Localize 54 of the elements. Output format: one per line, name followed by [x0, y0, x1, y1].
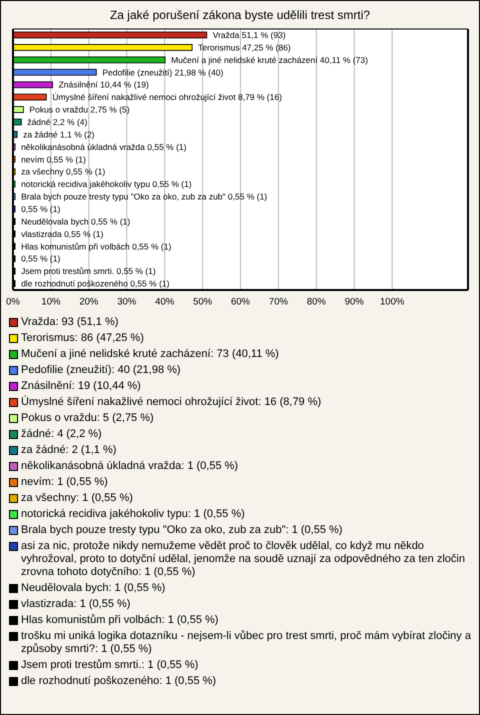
- text: Vražda: 93 (51,1 %): [21, 316, 118, 329]
- x-tick-label: 100%: [380, 296, 405, 308]
- text: nevím: 1 (0,55 %): [21, 476, 108, 489]
- text: Brala bych pouze tresty typu "Oko za oko, zub za zub": 1 (0,55 %): [21, 524, 342, 537]
- data-label: Jsem proti trestům smrti. 0,55 % (1): [21, 266, 156, 276]
- x-tick-label: 40%: [155, 296, 175, 308]
- text: Hlas komunistům při volbách: 1 (0,55 %): [21, 614, 218, 627]
- x-tick-label: 50%: [193, 296, 213, 308]
- x-tick-label: 90%: [344, 296, 364, 308]
- x-tick-label: 10%: [41, 296, 61, 308]
- data-label: za žádné 1,1 % (2): [23, 129, 95, 140]
- data-label: Pokus o vraždu 2,75 % (5): [29, 104, 130, 115]
- text: žádné: 4 (2,2 %): [21, 428, 102, 441]
- data-label: 0,55 % (1): [21, 254, 60, 264]
- data-label: Brala bych pouze tresty typu "Oko za oko, zub za zub" 0,55 % (1): [21, 192, 268, 202]
- text: dle rozhodnutí poškozeného: 1 (0,55 %): [21, 675, 216, 688]
- data-label: Neudělovala bych 0,55 % (1): [21, 216, 130, 226]
- data-label: Úmyslné šíření nakažlivé nemoci ohrožující život 8,79 % (16): [52, 92, 282, 102]
- text: Pedofilie (zneužití): 40 (21,98 %): [21, 364, 181, 377]
- x-tick-label: 0%: [6, 296, 20, 308]
- text: Znásilnění: 19 (10,44 %): [21, 380, 141, 393]
- data-label: vlastizrada 0,55 % (1): [21, 228, 104, 239]
- x-tick-label: 60%: [230, 296, 251, 308]
- x-tick-label: 80%: [306, 296, 326, 308]
- text: Neudělovala bych: 1 (0,55 %): [21, 582, 166, 595]
- text: notorická recidiva jakéhokoliv typu: 1 (0,55 %): [21, 508, 245, 521]
- data-label: Vražda 51,1 % (93): [212, 30, 286, 40]
- data-label: za všechny 0,55 % (1): [21, 166, 106, 177]
- text: Terorismus: 86 (47,25 %): [21, 332, 144, 345]
- data-label: notorická recidiva jakéhokoliv typu 0,55 % (1): [21, 179, 192, 190]
- text: trošku mi uniká logika dotazníku - nejsem-li vůbec pro trest smrti, proč mám vybírat zločiny a způsoby smrti?: 1 (0,55 %): [21, 630, 471, 656]
- text: několikanásobná úkladná vražda: 1 (0,55 %): [21, 460, 238, 473]
- text: Jsem proti trestům smrti.: 1 (0,55 %): [21, 659, 198, 672]
- x-tick-label: 20%: [79, 296, 99, 308]
- text: vlastizrada: 1 (0,55 %): [21, 598, 130, 611]
- data-label: Hlas komunistům při volbách 0,55 % (1): [21, 241, 172, 252]
- text: Úmyslné šíření nakažlivé nemoci ohrožující život: 16 (8,79 %): [21, 396, 322, 409]
- chart-title: Za jaké porušení zákona byste udělili trest smrti?: [108, 8, 372, 24]
- data-label: několikanásobná úkladná vražda 0,55 % (1): [21, 142, 187, 152]
- text: za všechny: 1 (0,55 %): [21, 492, 133, 505]
- text: asi za nic, protože nikdy nemužeme vědět proč to člověk udělal, co když mu někdo vyhrožoval, proto to dotyční udělal, jenomže na soudě uznají za odpovědného za ten zločin zrovna tohoto dotyčního: 1 (0,55 %): [21, 540, 466, 579]
- data-label: Mučení a jiné nelidské kruté zacházení 40,11 % (73): [171, 54, 368, 65]
- data-label: Terorismus 47,25 % (86): [198, 42, 291, 52]
- x-tick-label: 30%: [117, 296, 137, 308]
- data-label: Znásilnění 10,44 % (19): [58, 80, 149, 90]
- data-label: nevím 0,55 % (1): [21, 154, 86, 164]
- data-label: 0,55 % (1): [21, 204, 60, 214]
- data-label: Pedofilie (zneužití) 21,98 % (40): [102, 67, 224, 78]
- text: Pokus o vraždu: 5 (2,75 %): [21, 412, 154, 425]
- x-tick-label: 70%: [268, 296, 288, 308]
- text: za žádné: 2 (1,1 %): [21, 444, 116, 457]
- data-label: dle rozhodnutí poškozeného 0,55 % (1): [21, 278, 170, 289]
- data-label: žádné 2,2 % (4): [27, 117, 88, 127]
- text: Mučení a jiné nelidské kruté zacházení: 73 (40,11 %): [21, 348, 279, 361]
